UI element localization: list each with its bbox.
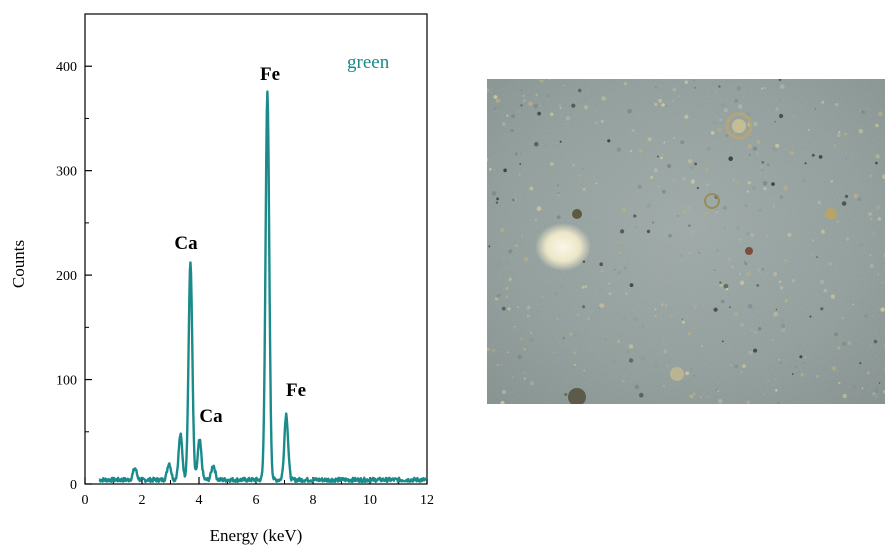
- x-tick-label: 12: [420, 493, 434, 508]
- x-tick-label: 10: [363, 493, 377, 508]
- peak-label-ca-secondary: Ca: [199, 406, 223, 427]
- x-tick-label: 4: [196, 493, 203, 508]
- y-tick-label: 300: [56, 165, 77, 180]
- legend-label: green: [347, 52, 390, 73]
- y-axis-ticks: 0 100 200 300 400: [56, 13, 92, 493]
- y-axis-title: Counts: [9, 240, 28, 288]
- y-tick-label: 200: [56, 269, 77, 284]
- peak-label-fe-secondary: Fe: [286, 380, 306, 401]
- x-axis-ticks: 0 2 4 6 8 10 12: [82, 477, 434, 508]
- y-tick-label: 100: [56, 374, 77, 389]
- peak-label-ca-main: Ca: [174, 233, 198, 254]
- y-tick-label: 0: [70, 478, 77, 493]
- peak-label-fe-main: Fe: [260, 64, 280, 85]
- micrograph-photo-icon: [487, 79, 885, 404]
- x-tick-label: 6: [253, 493, 260, 508]
- spectrum-series-line: [98, 90, 428, 484]
- y-tick-label: 400: [56, 60, 77, 75]
- micrograph-image: [487, 79, 885, 404]
- x-tick-label: 8: [310, 493, 317, 508]
- plot-frame: [84, 13, 428, 485]
- x-tick-label: 0: [82, 493, 89, 508]
- spectrum-chart: 0 2 4 6 8 10 12 0 100 200 300 400 Energy (keV) Cou…: [9, 13, 434, 545]
- x-axis-title: Energy (keV): [210, 526, 303, 545]
- x-tick-label: 2: [139, 493, 146, 508]
